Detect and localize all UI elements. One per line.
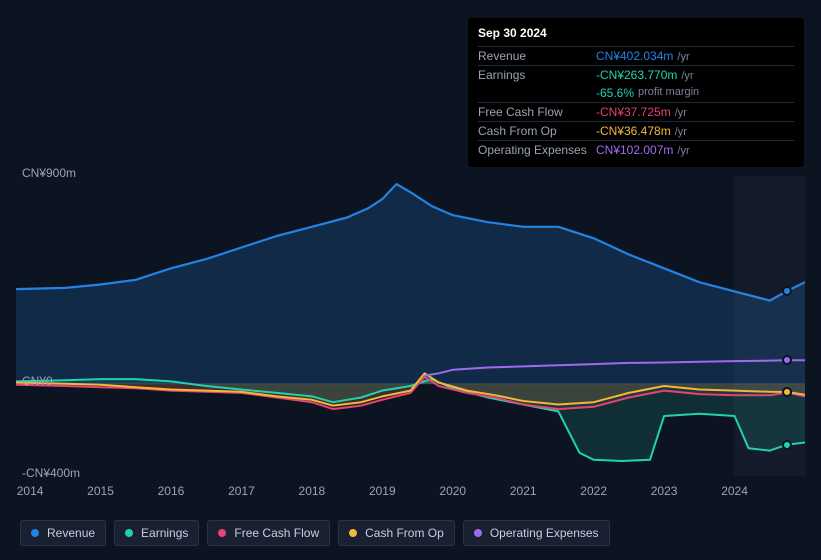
legend-dot-icon bbox=[31, 529, 39, 537]
hover-marker-opex bbox=[782, 355, 792, 365]
tooltip-sub-value: -65.6% bbox=[596, 86, 634, 100]
legend-item-revenue[interactable]: Revenue bbox=[20, 520, 106, 546]
legend-item-opex[interactable]: Operating Expenses bbox=[463, 520, 610, 546]
legend-item-earnings[interactable]: Earnings bbox=[114, 520, 199, 546]
legend-dot-icon bbox=[474, 529, 482, 537]
tooltip-row-label: Earnings bbox=[478, 68, 596, 82]
y-tick-label: CN¥900m bbox=[22, 166, 76, 180]
tooltip-row-label: Operating Expenses bbox=[478, 143, 596, 157]
tooltip-row-unit: /yr bbox=[681, 70, 693, 82]
y-tick-label: -CN¥400m bbox=[22, 466, 80, 480]
tooltip-row-label: Revenue bbox=[478, 49, 596, 63]
tooltip-row-value: -CN¥263.770m bbox=[596, 68, 677, 82]
legend-item-fcf[interactable]: Free Cash Flow bbox=[207, 520, 330, 546]
legend-label: Earnings bbox=[141, 526, 188, 540]
x-tick-label: 2016 bbox=[151, 484, 191, 498]
tooltip-row-label: Cash From Op bbox=[478, 124, 596, 138]
tooltip-row-value: -CN¥37.725m bbox=[596, 105, 671, 119]
x-tick-label: 2022 bbox=[574, 484, 614, 498]
x-tick-label: 2014 bbox=[10, 484, 50, 498]
legend-dot-icon bbox=[125, 529, 133, 537]
legend: Revenue Earnings Free Cash Flow Cash From O… bbox=[20, 520, 610, 546]
x-tick-label: 2021 bbox=[503, 484, 543, 498]
tooltip-row: Cash From Op-CN¥36.478m/yr bbox=[478, 121, 794, 140]
chart-plot-area bbox=[16, 176, 805, 476]
tooltip-row-unit: /yr bbox=[677, 145, 689, 157]
hover-tooltip: Sep 30 2024 RevenueCN¥402.034m/yrEarning… bbox=[468, 18, 804, 167]
x-tick-label: 2019 bbox=[362, 484, 402, 498]
x-tick-label: 2018 bbox=[292, 484, 332, 498]
hover-marker-revenue bbox=[782, 286, 792, 296]
tooltip-date: Sep 30 2024 bbox=[478, 26, 794, 46]
legend-label: Cash From Op bbox=[365, 526, 444, 540]
tooltip-row-unit: /yr bbox=[677, 51, 689, 63]
legend-dot-icon bbox=[218, 529, 226, 537]
tooltip-row-value: CN¥402.034m bbox=[596, 49, 673, 63]
y-tick-label: CN¥0 bbox=[22, 374, 53, 388]
tooltip-row-value: CN¥102.007m bbox=[596, 143, 673, 157]
tooltip-subrow: -65.6% profit margin bbox=[478, 84, 794, 102]
legend-label: Revenue bbox=[47, 526, 95, 540]
x-tick-label: 2023 bbox=[644, 484, 684, 498]
tooltip-row-value: -CN¥36.478m bbox=[596, 124, 671, 138]
hover-marker-cfo bbox=[782, 387, 792, 397]
hover-band bbox=[734, 176, 805, 476]
hover-marker-earnings bbox=[782, 440, 792, 450]
x-tick-label: 2020 bbox=[433, 484, 473, 498]
legend-item-cfo[interactable]: Cash From Op bbox=[338, 520, 455, 546]
area-revenue bbox=[16, 184, 805, 384]
tooltip-row: Operating ExpensesCN¥102.007m/yr bbox=[478, 140, 794, 159]
tooltip-row-label: Free Cash Flow bbox=[478, 105, 596, 119]
x-tick-label: 2015 bbox=[81, 484, 121, 498]
legend-label: Free Cash Flow bbox=[234, 526, 319, 540]
x-tick-label: 2024 bbox=[715, 484, 755, 498]
tooltip-sub-text: profit margin bbox=[638, 86, 699, 100]
x-tick-label: 2017 bbox=[221, 484, 261, 498]
legend-label: Operating Expenses bbox=[490, 526, 599, 540]
tooltip-row: Earnings-CN¥263.770m/yr bbox=[478, 65, 794, 84]
tooltip-row-unit: /yr bbox=[675, 126, 687, 138]
tooltip-row-unit: /yr bbox=[675, 107, 687, 119]
tooltip-row: RevenueCN¥402.034m/yr bbox=[478, 46, 794, 65]
legend-dot-icon bbox=[349, 529, 357, 537]
tooltip-row: Free Cash Flow-CN¥37.725m/yr bbox=[478, 102, 794, 121]
